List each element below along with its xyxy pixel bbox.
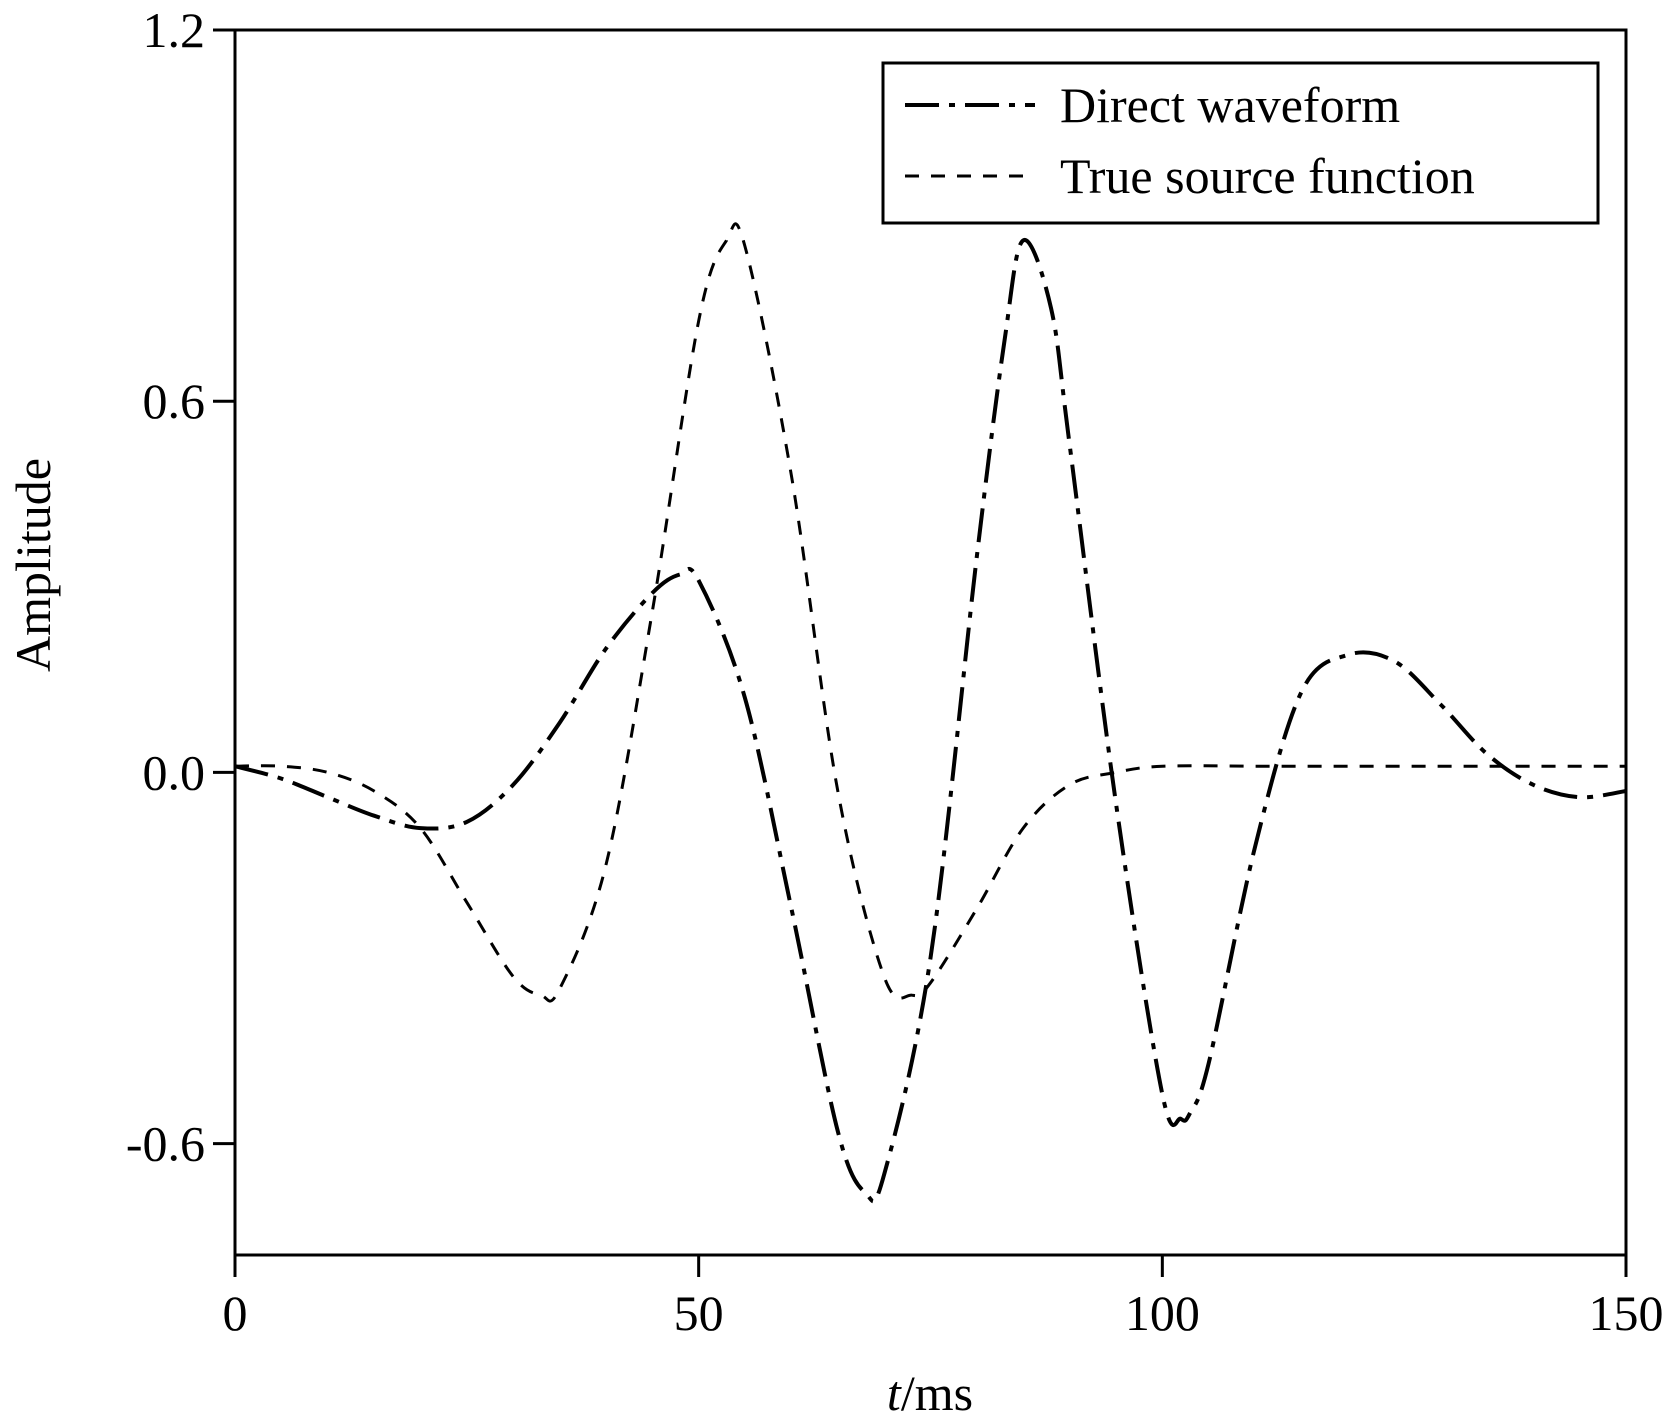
y-tick-label: -0.6 <box>126 1116 205 1172</box>
legend-label-true-source-function: True source function <box>1060 148 1475 204</box>
x-tick-label: 0 <box>223 1285 248 1341</box>
x-axis-title: t/ms <box>887 1365 973 1420</box>
legend: Direct waveform True source function <box>881 61 1600 225</box>
legend-box <box>881 61 1600 225</box>
x-tick-label: 100 <box>1125 1285 1200 1341</box>
y-tick-label: 0.6 <box>143 373 206 429</box>
plot-frame <box>233 28 1628 1257</box>
legend-label-direct-waveform: Direct waveform <box>1060 77 1400 133</box>
tick-labels: 0 50 100 150 -0.6 0.0 0.6 1.2 <box>126 2 1664 1341</box>
x-tick-label: 50 <box>674 1285 724 1341</box>
x-tick-label: 150 <box>1589 1285 1664 1341</box>
tick-marks <box>213 28 1628 1277</box>
series-line-true-source-function <box>234 222 1626 1003</box>
series-line-direct-waveform <box>234 238 1627 1204</box>
y-axis-title: Amplitude <box>5 458 61 672</box>
y-tick-label: 1.2 <box>143 2 206 58</box>
series-lines <box>234 222 1627 1204</box>
y-tick-label: 0.0 <box>143 744 206 800</box>
